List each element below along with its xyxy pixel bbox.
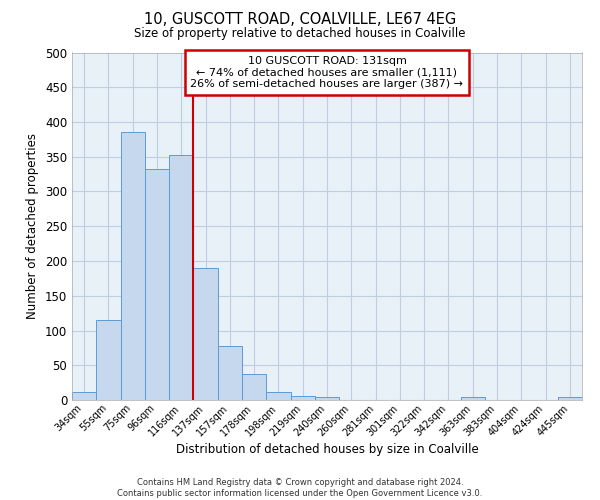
Bar [218,346,242,400]
Text: 10, GUSCOTT ROAD, COALVILLE, LE67 4EG: 10, GUSCOTT ROAD, COALVILLE, LE67 4EG [144,12,456,28]
Y-axis label: Number of detached properties: Number of detached properties [26,133,40,320]
Bar [558,397,582,400]
Bar [242,374,266,400]
Text: 10 GUSCOTT ROAD: 131sqm
← 74% of detached houses are smaller (1,111)
26% of semi: 10 GUSCOTT ROAD: 131sqm ← 74% of detache… [191,56,464,89]
Bar [315,397,339,400]
Bar [145,170,169,400]
Bar [121,132,145,400]
Bar [193,268,218,400]
Bar [72,392,96,400]
Bar [461,397,485,400]
Bar [290,396,315,400]
Text: Size of property relative to detached houses in Coalville: Size of property relative to detached ho… [134,28,466,40]
Text: Contains HM Land Registry data © Crown copyright and database right 2024.
Contai: Contains HM Land Registry data © Crown c… [118,478,482,498]
Bar [169,154,193,400]
X-axis label: Distribution of detached houses by size in Coalville: Distribution of detached houses by size … [176,443,478,456]
Bar [96,320,121,400]
Bar [266,392,290,400]
